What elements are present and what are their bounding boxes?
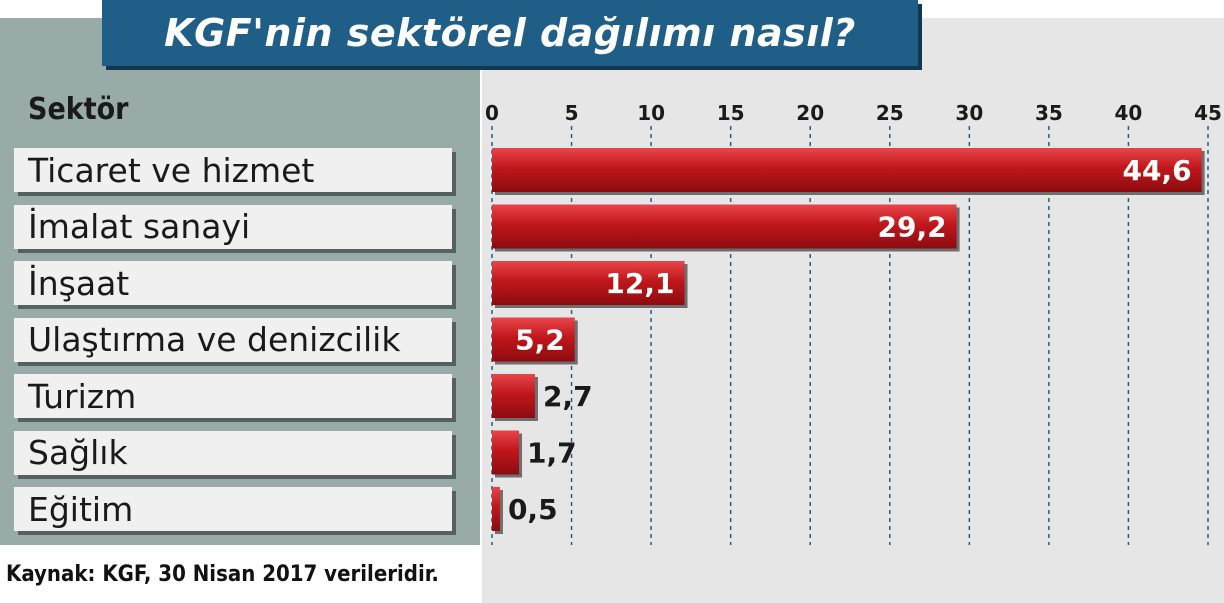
category-label: Turizm (28, 376, 137, 416)
bar-value-label: 1,7 (527, 437, 577, 470)
category-row: Eğitim (14, 487, 452, 531)
x-tick-label: 15 (717, 101, 745, 125)
category-label: Sağlık (28, 433, 128, 472)
category-row: Sağlık (14, 430, 452, 475)
bar-value-label: 0,5 (508, 493, 558, 526)
bar (492, 261, 685, 305)
x-tick-label: 40 (1115, 101, 1143, 125)
bar (492, 430, 520, 475)
x-tick-label: 0 (485, 101, 499, 125)
category-row: Ulaştırma ve denizcilik (14, 317, 452, 362)
chart-title: KGF'nin sektörel dağılımı nasıl? (164, 11, 856, 55)
bar-value-label: 29,2 (878, 211, 947, 244)
x-tick-label: 10 (637, 101, 665, 125)
bar-value-label: 2,7 (543, 380, 593, 413)
category-row: Ticaret ve hizmet (14, 148, 452, 192)
bar (492, 374, 535, 418)
title-banner: KGF'nin sektörel dağılımı nasıl? (102, 0, 918, 66)
category-label: İmalat sanayi (28, 207, 251, 246)
bar (492, 487, 500, 531)
x-tick-label: 25 (876, 101, 904, 125)
category-row: İnşaat (14, 261, 452, 305)
category-row: Turizm (14, 374, 452, 418)
x-tick-label: 20 (796, 101, 824, 125)
bar-chart: 0 5 10 15 20 25 30 35 40 45 44,6 29,2 12,1 5,2 2,7 1,7 0… (485, 101, 1222, 545)
x-tick-label: 30 (955, 101, 983, 125)
category-label: İnşaat (28, 263, 130, 303)
x-tick-label: 35 (1035, 101, 1063, 125)
category-label: Ulaştırma ve denizcilik (28, 320, 401, 359)
bar (492, 204, 957, 249)
panel-divider (480, 18, 482, 603)
bar (492, 148, 1202, 192)
x-tick-label: 45 (1194, 101, 1222, 125)
bar-value-label: 5,2 (515, 324, 565, 357)
bar-value-label: 44,6 (1123, 154, 1192, 187)
category-row: İmalat sanayi (14, 204, 452, 249)
category-header: Sektör (28, 92, 129, 127)
bar (492, 317, 575, 362)
bar-value-label: 12,1 (605, 267, 674, 300)
category-label: Eğitim (28, 489, 134, 529)
plot-panel (480, 18, 1224, 603)
x-tick-label: 5 (565, 101, 579, 125)
category-label: Ticaret ve hizmet (28, 150, 315, 190)
source-note: Kaynak: KGF, 30 Nisan 2017 verileridir. (6, 562, 439, 587)
